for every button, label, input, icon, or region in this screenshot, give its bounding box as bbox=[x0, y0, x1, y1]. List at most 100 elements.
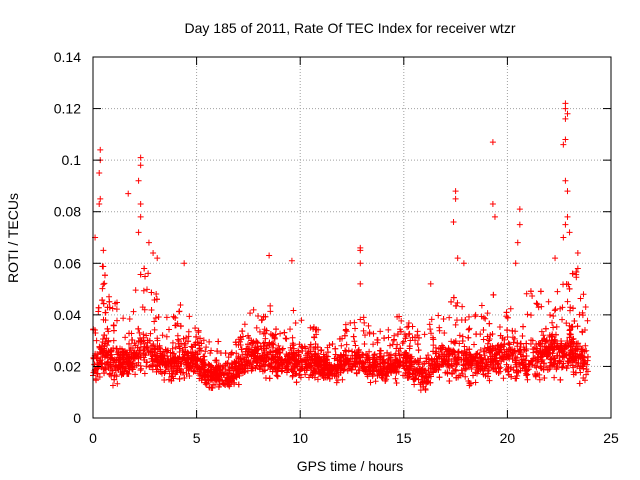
data-point bbox=[391, 360, 398, 367]
data-point bbox=[562, 221, 569, 228]
data-point bbox=[270, 332, 277, 339]
data-point bbox=[110, 322, 117, 329]
data-point bbox=[175, 358, 182, 365]
data-point bbox=[169, 339, 176, 346]
data-point bbox=[574, 323, 581, 330]
data-point bbox=[111, 376, 118, 383]
data-point bbox=[360, 352, 367, 359]
data-point bbox=[558, 337, 565, 344]
data-point bbox=[125, 190, 132, 197]
data-point bbox=[523, 290, 530, 297]
data-point bbox=[466, 346, 473, 353]
data-point bbox=[420, 383, 427, 390]
data-point bbox=[183, 370, 190, 377]
data-point bbox=[124, 370, 131, 377]
data-point bbox=[482, 315, 489, 322]
data-point bbox=[580, 375, 587, 382]
data-point bbox=[296, 341, 303, 348]
data-point bbox=[367, 379, 374, 386]
data-point bbox=[569, 362, 576, 369]
data-point bbox=[92, 366, 99, 373]
data-point bbox=[99, 297, 106, 304]
data-point bbox=[486, 346, 493, 353]
data-point bbox=[574, 249, 581, 256]
data-point bbox=[165, 347, 172, 354]
data-point bbox=[566, 285, 573, 292]
data-point bbox=[541, 374, 548, 381]
data-point bbox=[254, 359, 261, 366]
data-point bbox=[564, 337, 571, 344]
data-point bbox=[180, 347, 187, 354]
data-point bbox=[104, 325, 111, 332]
data-point bbox=[107, 370, 114, 377]
data-point bbox=[466, 325, 473, 332]
data-point bbox=[127, 360, 134, 367]
data-point bbox=[460, 260, 467, 267]
data-point bbox=[474, 366, 481, 373]
data-point bbox=[486, 320, 493, 327]
data-point bbox=[525, 366, 532, 373]
data-point bbox=[285, 353, 292, 360]
data-point bbox=[248, 337, 255, 344]
data-point bbox=[545, 351, 552, 358]
data-point bbox=[284, 356, 291, 363]
data-point bbox=[456, 332, 463, 339]
data-point bbox=[215, 376, 222, 383]
data-point bbox=[385, 334, 392, 341]
data-point bbox=[351, 349, 358, 356]
data-point bbox=[452, 195, 459, 202]
data-point bbox=[400, 360, 407, 367]
data-point bbox=[538, 303, 545, 310]
data-point bbox=[467, 380, 474, 387]
data-point bbox=[538, 358, 545, 365]
data-point bbox=[490, 345, 497, 352]
data-point bbox=[266, 375, 273, 382]
data-point bbox=[517, 346, 524, 353]
data-point bbox=[386, 363, 393, 370]
y-tick-label: 0.14 bbox=[54, 49, 81, 65]
data-point bbox=[271, 335, 278, 342]
data-point bbox=[101, 332, 108, 339]
data-point bbox=[566, 327, 573, 334]
data-point bbox=[318, 346, 325, 353]
data-point bbox=[364, 355, 371, 362]
data-point bbox=[402, 335, 409, 342]
data-point bbox=[481, 345, 488, 352]
data-point bbox=[341, 366, 348, 373]
data-point bbox=[446, 378, 453, 385]
data-point bbox=[486, 377, 493, 384]
y-tick-label: 0.06 bbox=[54, 255, 81, 271]
data-point bbox=[96, 373, 103, 380]
data-point bbox=[105, 338, 112, 345]
data-point bbox=[282, 335, 289, 342]
data-point bbox=[290, 345, 297, 352]
data-point bbox=[453, 302, 460, 309]
data-point bbox=[473, 331, 480, 338]
data-point bbox=[426, 321, 433, 328]
data-point bbox=[495, 346, 502, 353]
data-point bbox=[324, 349, 331, 356]
data-point bbox=[480, 314, 487, 321]
data-point bbox=[563, 365, 570, 372]
data-point bbox=[534, 345, 541, 352]
data-point bbox=[135, 177, 142, 184]
data-point bbox=[398, 317, 405, 324]
data-point bbox=[357, 316, 364, 323]
data-point bbox=[466, 380, 473, 387]
data-point bbox=[511, 347, 518, 354]
data-point bbox=[425, 352, 432, 359]
data-point bbox=[245, 346, 252, 353]
data-point bbox=[516, 206, 523, 213]
data-point bbox=[222, 382, 229, 389]
data-point bbox=[401, 372, 408, 379]
data-point bbox=[419, 361, 426, 368]
data-point bbox=[441, 329, 448, 336]
data-point bbox=[212, 364, 219, 371]
data-point bbox=[150, 249, 157, 256]
data-point bbox=[267, 308, 274, 315]
data-point bbox=[382, 372, 389, 379]
data-point bbox=[201, 362, 208, 369]
data-point bbox=[146, 337, 153, 344]
data-point bbox=[494, 343, 501, 350]
